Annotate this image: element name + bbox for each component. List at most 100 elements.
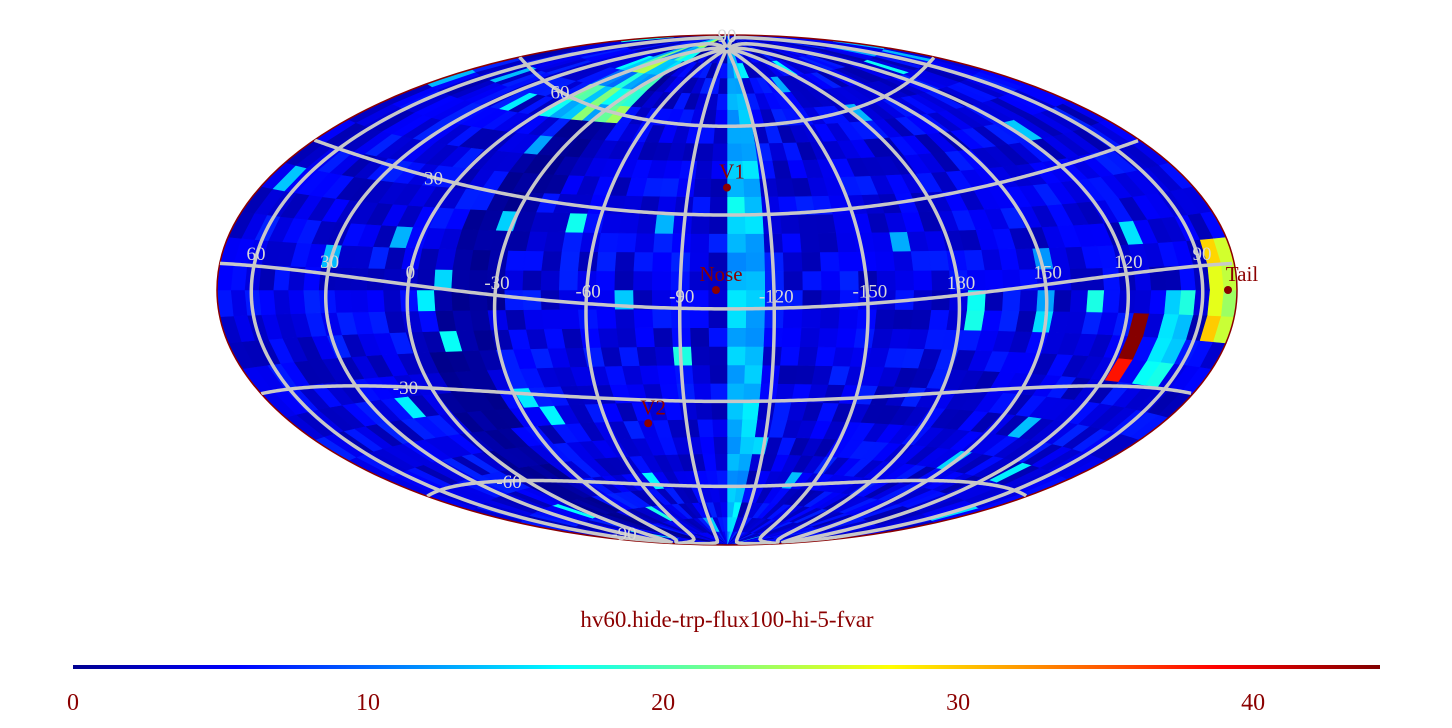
heatmap-cell: [711, 142, 728, 162]
parallel-label: 60: [551, 82, 570, 103]
heatmap-cell: [614, 308, 635, 329]
meridian-label: 60: [246, 244, 265, 265]
graticule-labels: 60 30 0 -30 -60 -90 -120 -150 180 150 120 90 90 60 30 -…: [246, 26, 1211, 545]
heatmap-cell: [853, 328, 875, 348]
heatmap-cell: [742, 383, 762, 402]
heatmap-cell: [709, 196, 728, 216]
heatmap-cell: [696, 418, 714, 438]
heatmap-cell: [782, 308, 803, 329]
heatmap-cell: [689, 327, 710, 347]
heatmap-cell: [781, 327, 802, 348]
heatmap-cell: [740, 418, 758, 438]
heatmap-cell: [694, 160, 713, 179]
heatmap-cell: [1018, 289, 1038, 312]
heatmap-cell: [595, 251, 617, 272]
heatmap-cell: [800, 308, 822, 329]
heatmap-cell: [777, 364, 798, 385]
heatmap-cell: [1069, 289, 1088, 313]
heatmap-cell: [540, 309, 562, 330]
marker-label: V2: [640, 395, 666, 419]
heatmap-cell: [691, 196, 711, 216]
heatmap-cell: [799, 232, 820, 253]
heatmap-cell: [726, 418, 743, 438]
heatmap-cell: [779, 214, 800, 234]
heatmap-cell: [726, 327, 746, 347]
heatmap-cell: [579, 328, 601, 348]
heatmap-cell: [559, 308, 580, 330]
heatmap-cell: [912, 270, 933, 291]
heatmap-cell: [287, 289, 306, 315]
heatmap-cell: [726, 401, 744, 420]
marker-v2: [644, 419, 653, 428]
heatmap-cell: [726, 308, 747, 329]
heatmap-cell: [910, 309, 932, 330]
heatmap-cell: [302, 289, 321, 314]
heatmap-cell: [800, 251, 822, 272]
colorbar-tick-label: 20: [651, 690, 675, 716]
heatmap-cell: [781, 232, 802, 253]
heatmap-cell: [634, 232, 655, 253]
heatmap-cell: [1133, 289, 1152, 314]
heatmap-cell: [726, 142, 743, 162]
meridian-label: 0: [406, 263, 416, 284]
parallel-line: [518, 55, 728, 129]
heatmap-cell: [743, 196, 763, 216]
heatmap-cell: [349, 289, 369, 313]
heatmap-cell: [634, 327, 655, 348]
heatmap-cell: [614, 251, 635, 272]
heatmap-cell: [819, 308, 840, 329]
heatmap-cell: [1178, 289, 1196, 316]
heatmap-cell: [712, 125, 728, 144]
meridian-label: -60: [575, 282, 600, 303]
heatmap-cell: [333, 289, 353, 313]
heatmap-cell: [984, 269, 1004, 291]
heatmap-cell: [540, 250, 562, 271]
heatmap-cell: [726, 436, 742, 455]
parallel-label: -90: [611, 524, 636, 545]
heatmap-cell: [709, 383, 728, 402]
heatmap-cell: [504, 309, 526, 330]
heatmap-cell: [615, 232, 637, 253]
heatmap-cell: [652, 232, 673, 253]
heatmap-cell: [726, 346, 746, 366]
heatmap-cell: [696, 142, 714, 162]
heatmap-cell: [758, 383, 779, 403]
heatmap-cell: [636, 346, 657, 366]
colorbar-tick-label: 10: [356, 690, 380, 716]
heatmap-cell: [835, 327, 857, 348]
heatmap-cell: [416, 289, 436, 312]
heatmap-cell: [745, 308, 765, 329]
heatmap-cell: [694, 401, 713, 420]
heatmap-cell: [691, 364, 711, 384]
heatmap-cell: [709, 364, 728, 384]
heatmap-cell: [726, 453, 740, 471]
parallel-line: [726, 478, 1028, 498]
heatmap-cell: [744, 346, 764, 366]
heatmap-cell: [595, 308, 617, 329]
heatmap-cell: [726, 364, 745, 384]
heatmap-cell: [366, 289, 385, 313]
heatmap-cell: [870, 328, 893, 349]
heatmap-cell: [1001, 289, 1021, 311]
heatmap-cell: [726, 93, 739, 111]
heatmap-cell: [433, 289, 453, 311]
heatmap-cell: [963, 309, 985, 331]
parallel-line: [260, 384, 728, 404]
heatmap-cell: [521, 270, 542, 291]
meridian-label: 120: [1114, 252, 1143, 273]
heatmap-cell: [797, 346, 818, 366]
heatmap-cell: [708, 327, 728, 347]
heatmap-cell: [726, 196, 745, 216]
heatmap-cell: [1148, 289, 1167, 315]
heatmap-cell: [522, 250, 544, 271]
heatmap-cell: [799, 327, 820, 348]
heatmap-cell: [673, 196, 694, 216]
parallel-line: [726, 139, 1139, 217]
heatmap-cell: [714, 453, 728, 471]
heatmap-cell: [714, 109, 728, 127]
heatmap-cell: [874, 308, 895, 330]
marker-v1: [723, 183, 731, 192]
heatmap-cell: [656, 364, 677, 385]
heatmap-cell: [892, 309, 914, 330]
